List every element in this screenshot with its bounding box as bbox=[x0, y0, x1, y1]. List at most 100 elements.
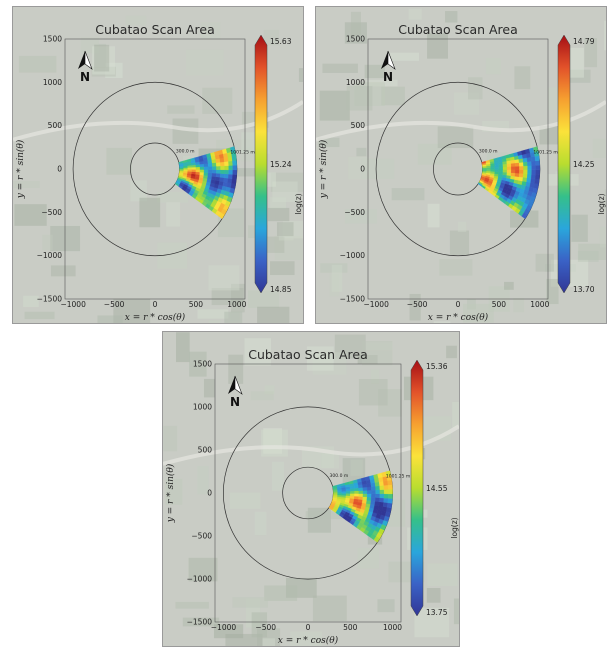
wedge-cell bbox=[211, 176, 217, 181]
chart-title: Cubatao Scan Area bbox=[398, 22, 518, 37]
wedge-cell bbox=[183, 169, 188, 172]
y-tick-label: −1000 bbox=[37, 251, 63, 260]
wedge-cell bbox=[179, 169, 184, 172]
wedge-cell bbox=[502, 171, 508, 176]
wedge-cell bbox=[382, 502, 388, 508]
map-patch bbox=[381, 86, 405, 106]
wedge-cell bbox=[228, 165, 233, 171]
map-patch bbox=[312, 352, 347, 375]
colorbar-tick-label: 14.85 bbox=[270, 285, 292, 294]
wedge-cell bbox=[518, 162, 524, 167]
map-patch bbox=[485, 58, 502, 75]
inner-range-label: 300.0 m bbox=[176, 149, 195, 155]
map-patch bbox=[92, 46, 116, 75]
map-patch bbox=[331, 264, 343, 292]
wedge-cell bbox=[383, 493, 389, 499]
wedge-cell bbox=[223, 177, 229, 183]
wedge-cell bbox=[523, 161, 528, 167]
scan-wedge bbox=[477, 146, 541, 220]
x-tick-label: −500 bbox=[104, 300, 125, 309]
wedge-cell bbox=[187, 169, 192, 172]
map-patch bbox=[91, 66, 116, 77]
map-patch bbox=[14, 204, 47, 226]
wedge-cell bbox=[383, 480, 389, 486]
y-tick-label: 1500 bbox=[43, 35, 62, 44]
wedge-cell bbox=[345, 490, 351, 494]
x-tick-label: −1000 bbox=[211, 623, 237, 632]
map-patch bbox=[414, 607, 450, 638]
map-patch bbox=[232, 597, 268, 608]
wedge-cell bbox=[531, 165, 536, 171]
map-patch bbox=[365, 342, 393, 351]
wedge-cell bbox=[383, 497, 389, 503]
wedge-cell bbox=[199, 169, 205, 173]
map-patch bbox=[364, 64, 385, 79]
wedge-cell bbox=[490, 169, 495, 172]
map-patch bbox=[271, 461, 285, 491]
wedge-cell bbox=[527, 165, 532, 171]
y-tick-label: −1500 bbox=[37, 295, 63, 304]
chart-title: Cubatao Scan Area bbox=[95, 22, 215, 37]
wedge-cell bbox=[345, 495, 351, 499]
wedge-cell bbox=[358, 496, 364, 500]
map-patch bbox=[125, 15, 147, 26]
x-tick-label: 1000 bbox=[383, 623, 402, 632]
map-patch bbox=[578, 243, 606, 260]
map-patch bbox=[42, 234, 53, 251]
wedge-cell bbox=[527, 161, 532, 166]
map-patch bbox=[433, 321, 451, 323]
map-patch bbox=[358, 379, 388, 406]
wedge-cell bbox=[195, 169, 201, 173]
wedge-cell bbox=[378, 501, 384, 507]
wedge-cell bbox=[498, 171, 504, 175]
inner-range-circle bbox=[433, 142, 483, 196]
map-patch bbox=[417, 143, 452, 165]
wedge-cell bbox=[526, 173, 532, 179]
y-tick-label: 0 bbox=[57, 165, 62, 174]
map-patch bbox=[224, 311, 243, 323]
wedge-cell bbox=[220, 169, 225, 174]
wedge-cell bbox=[379, 485, 385, 490]
map-patch bbox=[189, 351, 207, 377]
map-patch bbox=[230, 283, 245, 313]
wedge-cell bbox=[379, 489, 385, 494]
colorbar-label: log(z) bbox=[450, 517, 459, 538]
map-patch bbox=[24, 311, 55, 320]
x-tick-label: 1000 bbox=[530, 300, 549, 309]
north-arrow-right bbox=[387, 50, 396, 70]
wedge-cell bbox=[534, 155, 540, 162]
wedge-cell bbox=[232, 169, 238, 175]
map-patch bbox=[167, 105, 195, 114]
map-patch bbox=[391, 188, 425, 201]
map-patch bbox=[203, 378, 215, 398]
north-arrow-right bbox=[234, 375, 243, 395]
wedge-cell bbox=[211, 162, 217, 167]
wedge-cell bbox=[362, 490, 368, 494]
map-patch bbox=[571, 214, 588, 242]
wedge-cell bbox=[349, 495, 355, 499]
wedge-cell bbox=[514, 162, 520, 167]
map-patch bbox=[514, 66, 531, 90]
map-patch bbox=[270, 172, 303, 192]
map-patch bbox=[285, 577, 317, 598]
wedge-cell bbox=[230, 183, 236, 189]
map-patch bbox=[361, 158, 395, 179]
wedge-cell bbox=[231, 178, 237, 185]
wedge-cell bbox=[502, 169, 508, 173]
wedge-cell bbox=[494, 169, 500, 172]
map-patch bbox=[248, 290, 280, 308]
wedge-cell bbox=[511, 166, 516, 170]
map-patch bbox=[139, 197, 161, 228]
wedge-cell bbox=[232, 160, 237, 166]
wedge-cell bbox=[502, 166, 508, 170]
wedge-cell bbox=[212, 169, 217, 174]
wedge-cell bbox=[374, 501, 380, 506]
map-patch bbox=[264, 585, 298, 601]
wedge-cell bbox=[510, 172, 516, 177]
x-tick-label: −500 bbox=[255, 623, 276, 632]
map-patch bbox=[186, 49, 224, 76]
map-patch bbox=[604, 189, 606, 212]
map-patch bbox=[366, 79, 398, 87]
colorbar-tick-label: 14.55 bbox=[426, 484, 448, 493]
map-patch bbox=[427, 563, 458, 586]
